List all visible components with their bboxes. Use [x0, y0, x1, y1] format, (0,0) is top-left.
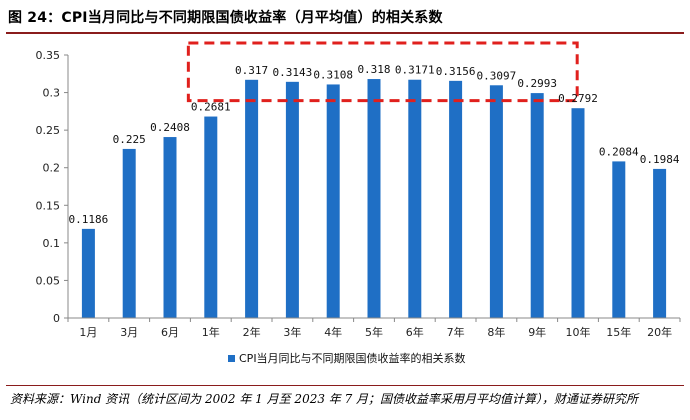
figure-source: 资料来源：Wind 资讯（统计区间为 2002 年 1 月至 2023 年 7 … — [10, 392, 639, 406]
x-tick-label: 3年 — [283, 325, 301, 339]
x-tick-label: 3月 — [120, 326, 138, 339]
bar — [81, 228, 95, 318]
x-tick-label: 4年 — [324, 325, 342, 339]
data-label: 0.318 — [357, 63, 390, 76]
x-tick-label: 9年 — [528, 325, 546, 339]
data-label: 0.3156 — [436, 65, 476, 78]
x-tick-label: 1年 — [202, 325, 220, 339]
legend-label: CPI当月同比与不同期限国债收益率的相关系数 — [239, 351, 466, 365]
y-axis: 0 0.05 0.1 0.15 0.2 0.25 0.3 0.35 — [36, 49, 69, 325]
bar — [326, 84, 340, 319]
bar — [122, 148, 136, 318]
data-label: 0.3171 — [395, 64, 435, 77]
bar — [204, 116, 218, 319]
data-label: 0.2084 — [599, 145, 639, 158]
data-label: 0.3097 — [477, 69, 517, 82]
x-axis: 1月 3月 6月 1年 2年 3年 4年 5年 6年 7年 8年 9年 10年 15年 20年 — [67, 317, 681, 339]
x-tick-label: 6年 — [406, 325, 424, 339]
title-rule — [6, 32, 684, 34]
bar — [408, 79, 422, 318]
legend-swatch — [228, 355, 235, 362]
x-tick-label: 7年 — [447, 325, 465, 339]
y-tick-label: 0 — [53, 312, 60, 325]
data-label: 0.1984 — [640, 153, 680, 166]
x-tick-label: 20年 — [647, 325, 672, 339]
data-label: 0.317 — [235, 64, 268, 77]
y-tick-label: 0.15 — [36, 199, 61, 212]
x-tick-label: 6月 — [161, 326, 179, 339]
data-label: 0.2681 — [191, 101, 231, 114]
y-tick-label: 0.3 — [43, 87, 61, 100]
legend: CPI当月同比与不同期限国债收益率的相关系数 — [228, 351, 466, 365]
highlight-annotation — [186, 41, 579, 103]
data-label: 0.2408 — [150, 121, 190, 134]
bar-chart: 00.050.10.150.20.250.30.35 0.11860.2250.… — [36, 41, 681, 365]
bar — [245, 79, 259, 318]
data-label: 0.1186 — [69, 213, 109, 226]
data-label: 0.3143 — [273, 66, 313, 79]
figure-title: 图 24：CPI当月同比与不同期限国债收益率（月平均值）的相关系数 — [8, 10, 443, 26]
x-tick-label: 1月 — [79, 326, 97, 339]
bar — [571, 108, 585, 318]
x-tick-label: 10年 — [566, 325, 591, 339]
bar — [530, 93, 544, 318]
bar — [367, 79, 381, 318]
bar-series — [81, 79, 667, 319]
x-tick-label: 8年 — [487, 325, 505, 339]
y-tick-label: 0.1 — [43, 237, 61, 250]
data-label: 0.225 — [113, 133, 146, 146]
bar — [449, 80, 463, 318]
y-tick-label: 0.05 — [36, 274, 61, 287]
highlight-box — [186, 41, 579, 103]
y-tick-label: 0.25 — [36, 124, 61, 137]
x-tick-label: 15年 — [606, 325, 631, 339]
data-label: 0.3108 — [313, 68, 353, 81]
bar — [163, 137, 177, 318]
source-rule — [6, 385, 684, 386]
x-tick-label: 5年 — [365, 325, 383, 339]
bar — [612, 161, 626, 318]
data-label: 0.2792 — [558, 92, 598, 105]
data-label: 0.2993 — [517, 77, 557, 90]
bar — [489, 85, 503, 319]
y-tick-label: 0.2 — [43, 162, 61, 175]
y-tick-label: 0.35 — [36, 49, 61, 62]
bar — [285, 81, 299, 319]
x-tick-label: 2年 — [243, 325, 261, 339]
bar — [653, 168, 667, 318]
